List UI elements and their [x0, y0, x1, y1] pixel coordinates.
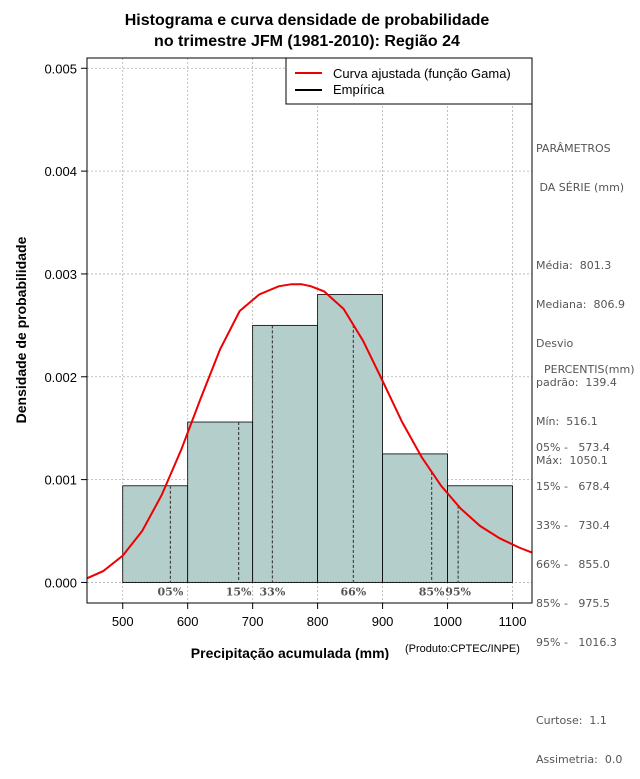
- x-tick-label-1: 600: [177, 614, 199, 629]
- percentile-label-66%: 66%: [340, 585, 366, 598]
- y-tick-label-4: 0.004: [44, 164, 77, 179]
- histogram-bar-2: [252, 324, 319, 583]
- y-tick-label-2: 0.002: [44, 370, 77, 385]
- legend-label-empirical: Empírica: [333, 82, 385, 97]
- stat-min: Mín: 516.1: [536, 415, 598, 428]
- credit-text: (Produto:CPTEC/INPE): [405, 643, 520, 655]
- stat-desvio: padrão: 139.4: [536, 376, 617, 389]
- pct-66: 66% - 855.0: [536, 558, 610, 571]
- y-tick-label-5: 0.005: [44, 61, 77, 76]
- histogram-chart: 05% 15% 33% 66% 85% 95% 500 600 700 800 900 1000 11…: [13, 12, 533, 660]
- chart-title-line-2: no trimestre JFM (1981-2010): Região 24: [154, 33, 460, 50]
- percentile-label-33%: 33%: [260, 585, 286, 598]
- percentile-label-05%: 05%: [158, 585, 184, 598]
- params-title-2: DA SÉRIE (mm): [536, 181, 625, 194]
- y-axis-label: Densidade de probabilidade: [13, 236, 29, 423]
- x-tick-label-0: 500: [112, 614, 134, 629]
- histogram-bar-4: [382, 453, 448, 583]
- stat-max: Máx: 1050.1: [536, 454, 608, 467]
- histogram-bar-5: [447, 485, 513, 583]
- stat-media: Média: 801.3: [536, 259, 612, 272]
- y-tick-label-0: 0.000: [44, 575, 77, 590]
- y-tick-label-3: 0.003: [44, 267, 77, 282]
- histogram-bar-3: [317, 294, 383, 583]
- stat-desvio-label: Desvio: [536, 337, 574, 350]
- stat-mediana: Mediana: 806.9: [536, 298, 625, 311]
- pct-95: 95% - 1016.3: [536, 636, 617, 649]
- percentile-markers: 05% 15% 33% 66% 85% 95%: [158, 324, 472, 598]
- percentis-title: PERCENTIS(mm): [544, 363, 635, 376]
- stat-curtose: Curtose: 1.1: [536, 714, 607, 727]
- histogram-bar-1: [187, 421, 254, 583]
- pct-15: 15% - 678.4: [536, 480, 610, 493]
- legend-label-gamma: Curva ajustada (função Gama): [333, 66, 511, 81]
- chart-title-line-1: Histograma e curva densidade de probabil…: [125, 12, 490, 29]
- series-parameters-panel: PARÂMETROS DA SÉRIE (mm) Média: 801.3 Me…: [536, 116, 625, 480]
- histogram-bars: [122, 294, 513, 583]
- percentile-label-95%: 95%: [445, 585, 471, 598]
- legend: Curva ajustada (função Gama) Empírica: [285, 57, 533, 105]
- pct-85: 85% - 975.5: [536, 597, 610, 610]
- axes: 500 600 700 800 900 1000 1100 0.000 0.001 0.002 0.…: [44, 61, 526, 629]
- percentiles-panel: PERCENTIS(mm) 05% - 573.4 15% - 678.4 33…: [536, 337, 635, 779]
- legend-box: [285, 57, 533, 105]
- y-tick-label-1: 0.001: [44, 473, 77, 488]
- stat-assimetria: Assimetria: 0.0: [536, 753, 623, 766]
- gamma-curve-line: [86, 283, 533, 580]
- x-tick-label-3: 800: [307, 614, 329, 629]
- x-tick-label-5: 1000: [433, 614, 462, 629]
- histogram-bar-0: [122, 485, 189, 583]
- params-title-1: PARÂMETROS: [536, 142, 611, 155]
- x-axis-label: Precipitação acumulada (mm): [191, 645, 389, 660]
- x-tick-label-2: 700: [242, 614, 264, 629]
- gamma-curve-group: [86, 283, 533, 580]
- x-tick-label-6: 1100: [499, 614, 527, 629]
- percentile-label-85%: 85%: [419, 585, 445, 598]
- x-tick-label-4: 900: [372, 614, 394, 629]
- pct-33: 33% - 730.4: [536, 519, 610, 532]
- pct-05: 05% - 573.4: [536, 441, 610, 454]
- percentile-label-15%: 15%: [226, 585, 252, 598]
